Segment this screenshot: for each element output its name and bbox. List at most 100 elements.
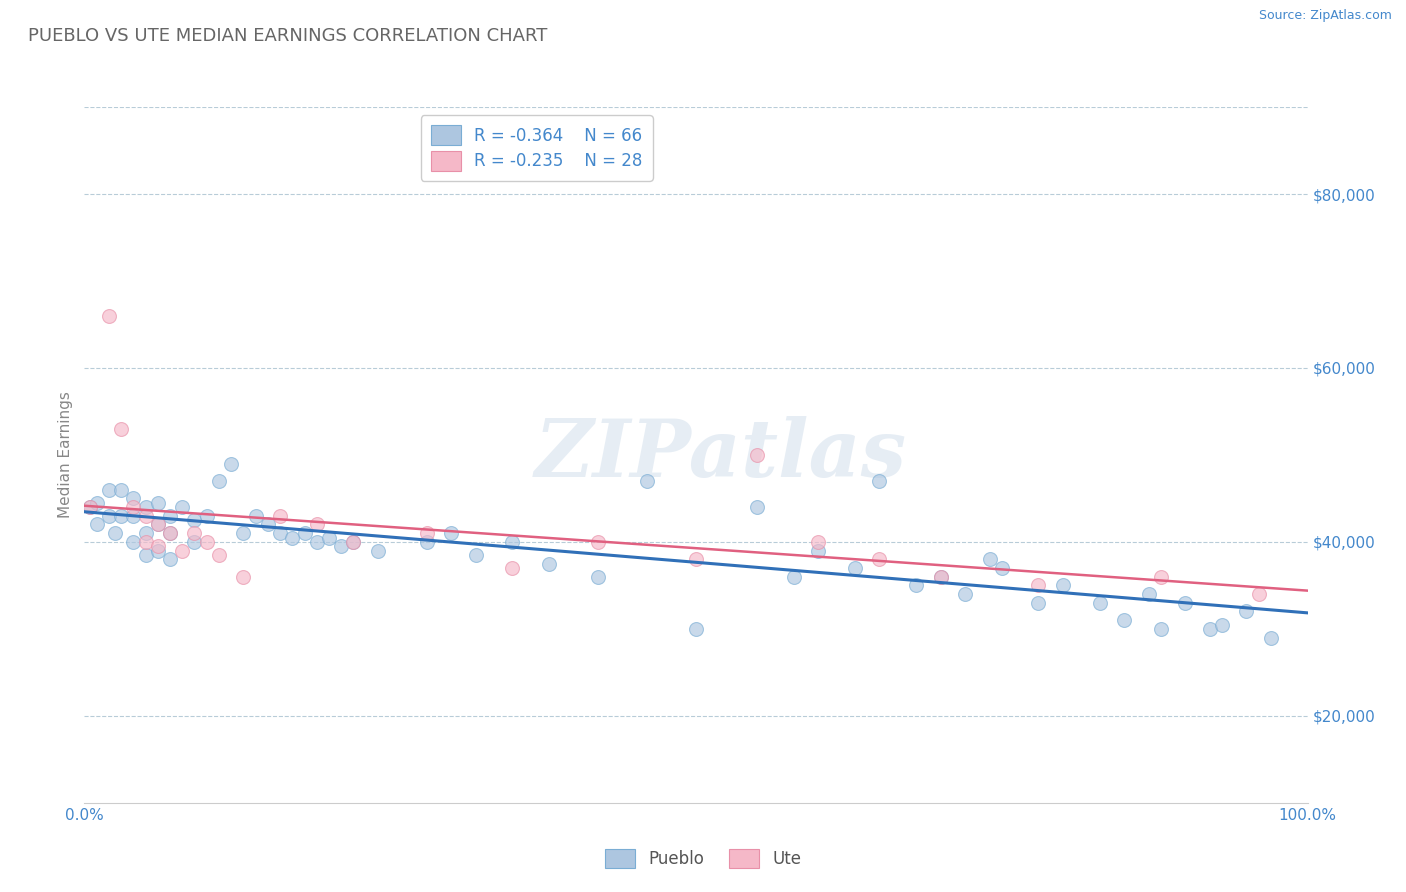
Point (929, 570, 952, 584)
Legend: R = -0.364    N = 66, R = -0.235    N = 28: R = -0.364 N = 66, R = -0.235 N = 28 (422, 115, 652, 180)
Point (135, 500, 157, 514)
Point (636, 474, 658, 488)
Point (1150, 570, 1173, 584)
Point (79, 500, 101, 514)
Point (146, 543, 169, 558)
Point (219, 457, 242, 471)
Point (1150, 622, 1173, 636)
Point (342, 534, 364, 549)
Point (97, 309, 120, 323)
Point (416, 526, 439, 541)
Point (807, 534, 830, 549)
Point (869, 552, 891, 566)
Point (330, 539, 353, 553)
Point (159, 526, 181, 541)
Point (586, 534, 609, 549)
Point (122, 508, 145, 523)
Point (318, 531, 340, 545)
Point (146, 517, 169, 532)
Point (97, 508, 120, 523)
Text: Source: ZipAtlas.com: Source: ZipAtlas.com (1258, 9, 1392, 22)
Point (110, 483, 132, 497)
Point (1114, 613, 1136, 627)
Point (1028, 596, 1050, 610)
Point (905, 578, 928, 592)
Point (183, 513, 205, 527)
Point (416, 534, 439, 549)
Point (367, 543, 389, 558)
Point (1198, 622, 1220, 636)
Point (269, 526, 291, 541)
Point (146, 539, 169, 553)
Point (1174, 596, 1197, 610)
Point (501, 534, 523, 549)
Point (869, 474, 891, 488)
Point (1211, 617, 1233, 632)
Point (195, 534, 218, 549)
Point (257, 517, 280, 532)
Point (135, 526, 157, 541)
Point (245, 508, 267, 523)
Point (1260, 631, 1282, 645)
Point (135, 534, 157, 549)
Point (79, 500, 101, 514)
Point (844, 561, 866, 575)
Point (195, 508, 218, 523)
Point (208, 474, 231, 488)
Point (159, 526, 181, 541)
Point (269, 508, 291, 523)
Point (953, 587, 976, 601)
Point (747, 448, 769, 462)
Point (146, 517, 169, 532)
Point (990, 561, 1012, 575)
Point (294, 526, 316, 541)
Point (747, 500, 769, 514)
Point (86, 496, 108, 510)
Point (122, 491, 145, 506)
Point (208, 548, 231, 562)
Point (1088, 596, 1111, 610)
Point (440, 526, 463, 541)
Point (135, 548, 157, 562)
Point (501, 561, 523, 575)
Point (159, 552, 181, 566)
Point (232, 570, 254, 584)
Point (342, 534, 364, 549)
Text: ZIPatlas: ZIPatlas (534, 417, 907, 493)
Point (305, 534, 328, 549)
Point (183, 534, 205, 549)
Legend: Pueblo, Ute: Pueblo, Ute (598, 842, 808, 875)
Point (172, 500, 194, 514)
Point (110, 422, 132, 436)
Point (1234, 605, 1257, 619)
Point (97, 483, 120, 497)
Point (464, 548, 486, 562)
Point (159, 508, 181, 523)
Point (86, 517, 108, 532)
Point (172, 543, 194, 558)
Point (281, 531, 304, 545)
Point (1247, 587, 1270, 601)
Point (104, 526, 127, 541)
Point (232, 526, 254, 541)
Text: PUEBLO VS UTE MEDIAN EARNINGS CORRELATION CHART: PUEBLO VS UTE MEDIAN EARNINGS CORRELATIO… (28, 27, 547, 45)
Point (1028, 578, 1050, 592)
Point (807, 543, 830, 558)
Point (122, 534, 145, 549)
Point (183, 526, 205, 541)
Point (1137, 587, 1160, 601)
Point (305, 517, 328, 532)
Point (1052, 578, 1074, 592)
Y-axis label: Median Earnings: Median Earnings (58, 392, 73, 518)
Point (783, 570, 806, 584)
Point (685, 622, 707, 636)
Point (979, 552, 1001, 566)
Point (538, 557, 561, 571)
Point (122, 500, 145, 514)
Point (135, 508, 157, 523)
Point (110, 508, 132, 523)
Point (929, 570, 952, 584)
Point (586, 570, 609, 584)
Point (146, 496, 169, 510)
Point (685, 552, 707, 566)
